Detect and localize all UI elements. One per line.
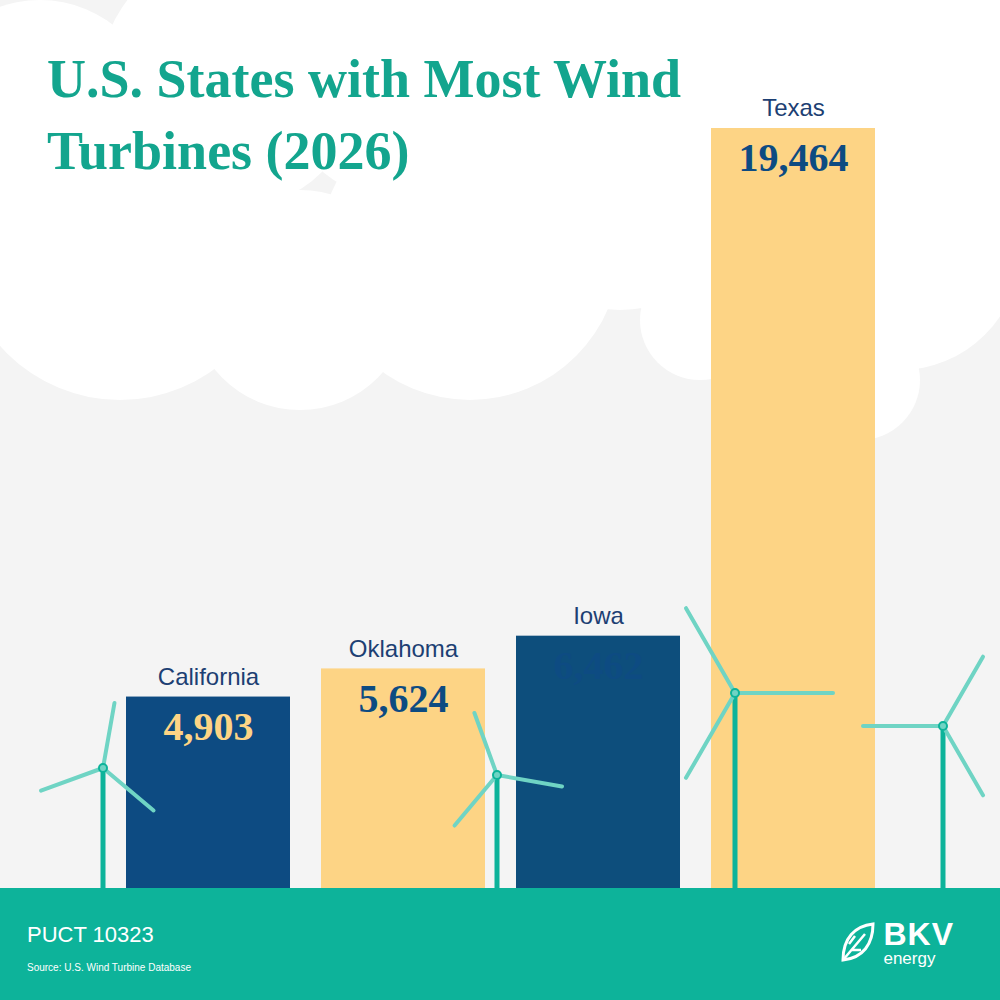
html-text:PUCT 10323: PUCT 10323 xyxy=(27,922,154,947)
html-text:U.S. States with Most Wind Tur: U.S. States with Most Wind Turbines (202… xyxy=(47,49,682,181)
svg-text:Iowa: Iowa xyxy=(573,602,624,629)
svg-text:5,624: 5,624 xyxy=(359,676,449,721)
svg-text:Texas: Texas xyxy=(762,94,825,121)
svg-text:California: California xyxy=(158,663,260,690)
svg-text:4,903: 4,903 xyxy=(164,704,254,749)
svg-text:Oklahoma: Oklahoma xyxy=(349,635,459,662)
svg-text:19,464: 19,464 xyxy=(739,135,849,180)
svg-text:6,462: 6,462 xyxy=(554,643,644,688)
html-text:BKV: BKV xyxy=(883,916,954,952)
html-text:Source: U.S. Wind Turbine Data: Source: U.S. Wind Turbine Database xyxy=(27,962,191,973)
html-text:energy: energy xyxy=(883,949,936,968)
